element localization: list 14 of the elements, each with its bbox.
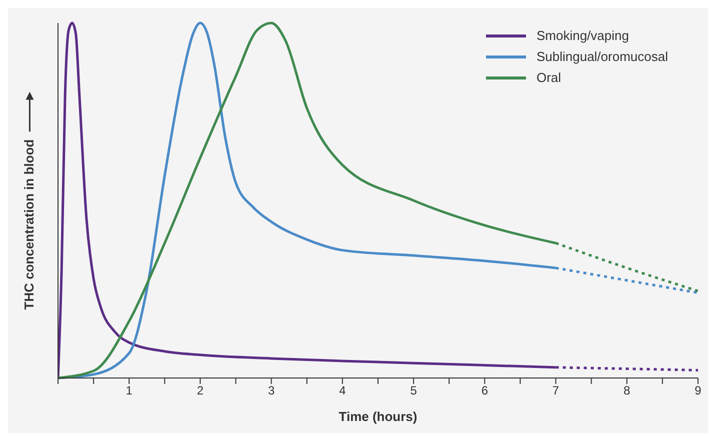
x-tick-label: 5 xyxy=(410,384,418,398)
x-tick-label: 4 xyxy=(339,384,346,398)
legend-label: Sublingual/oromucosal xyxy=(536,49,668,64)
x-tick-label: 2 xyxy=(196,384,204,398)
x-tick-label: 8 xyxy=(624,384,631,398)
x-tick-label: 6 xyxy=(481,384,488,398)
legend-label: Oral xyxy=(536,70,562,85)
legend-label: Smoking/vaping xyxy=(536,28,629,43)
x-axis-title: Time (hours) xyxy=(338,409,418,424)
y-axis-title: THC concentration in blood xyxy=(22,139,36,310)
x-tick-label: 1 xyxy=(126,384,133,398)
x-tick-label: 9 xyxy=(694,384,702,398)
x-tick-label: 3 xyxy=(268,384,275,398)
x-tick-label: 7 xyxy=(552,384,560,398)
